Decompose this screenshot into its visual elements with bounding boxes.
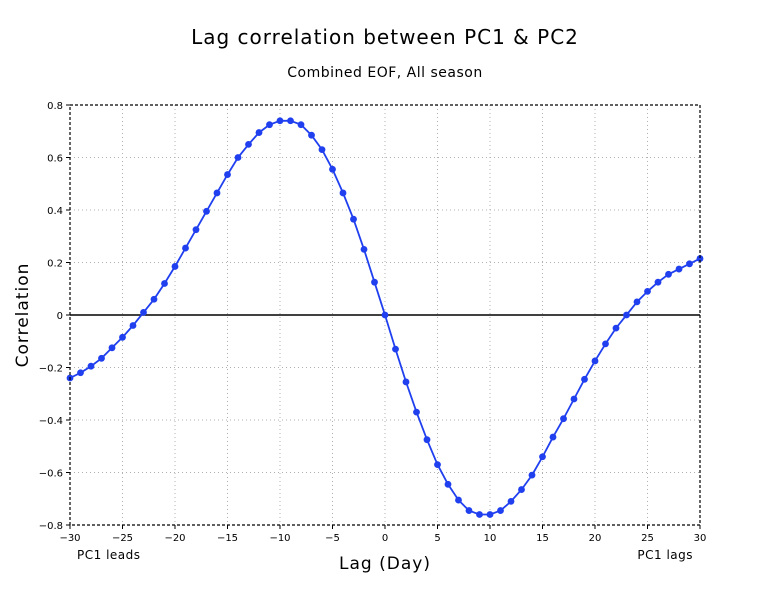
data-point [276,117,284,125]
data-point [87,362,95,370]
y-tick-label: 0 [57,311,63,322]
y-axis-ticks: −0.8 −0.6 −0.4 −0.2 0 0.2 0.4 0.6 0.8 [39,101,70,532]
data-point [297,121,305,129]
y-tick-label: −0.8 [39,521,63,532]
data-point [528,471,536,479]
x-axis-label: Lag (Day) [339,554,431,574]
data-point [255,129,263,136]
data-point [444,480,452,488]
data-point [591,357,599,365]
x-tick-label: 10 [484,533,497,544]
data-point [266,121,273,129]
data-point [665,270,672,278]
x-tick-label: 0 [382,533,388,544]
data-point [213,189,221,197]
data-point [633,298,641,306]
data-point [171,263,179,270]
x-tick-label: −10 [269,533,290,544]
y-tick-label: 0.8 [47,101,63,112]
x-axis-ticks: −30 −25 −20 −15 −10 −5 0 5 10 15 20 25 30 [59,525,706,544]
data-point [549,433,557,441]
data-point [108,344,116,352]
data-point [518,486,525,493]
data-point [140,308,147,316]
data-point [287,117,294,125]
x-tick-label: 5 [434,533,440,544]
x-tick-label: −20 [164,533,185,544]
data-point [413,408,420,416]
data-point [423,436,431,444]
data-point [602,340,609,348]
x-tick-label: −5 [325,533,340,544]
data-point [402,378,410,386]
data-point [318,146,326,154]
data-point [560,415,567,423]
data-point [581,375,588,383]
data-point [150,295,158,303]
x-tick-label: 30 [694,533,707,544]
data-point [119,333,126,341]
data-point [539,453,546,461]
data-point [224,171,231,178]
data-point [329,165,336,173]
data-point [129,322,137,329]
data-point [675,265,683,273]
pc1-leads-annotation: PC1 leads [77,548,141,562]
x-tick-label: −15 [217,533,238,544]
data-point [654,278,662,286]
data-point [486,511,494,518]
y-tick-label: 0.2 [47,259,63,270]
x-tick-label: −30 [59,533,80,544]
data-point [686,260,693,268]
series-group [66,117,704,518]
y-axis-label: Correlation [13,263,33,368]
y-tick-label: −0.2 [39,364,63,375]
data-point [392,345,399,353]
data-point [339,189,347,197]
data-point [192,226,200,234]
data-point [507,497,515,505]
pc1-lags-annotation: PC1 lags [637,548,693,562]
chart-title: Lag correlation between PC1 & PC2 [191,25,579,49]
data-point [455,496,462,504]
data-point [234,154,242,161]
data-point [203,207,210,215]
data-point [98,354,105,362]
data-point [308,131,315,139]
data-point [476,511,483,518]
data-point [644,287,651,295]
data-point [161,280,168,287]
data-point [623,311,630,319]
data-point [182,244,189,252]
data-point [465,507,473,514]
data-point [245,140,252,148]
x-tick-label: 20 [589,533,602,544]
data-point [350,215,357,223]
data-point [612,324,620,332]
data-point [570,395,578,403]
y-tick-label: −0.6 [39,469,63,480]
data-point [497,507,504,514]
data-point [381,311,389,319]
data-point [371,278,378,286]
y-tick-label: −0.4 [39,416,63,427]
chart-subtitle: Combined EOF, All season [287,65,482,81]
y-tick-label: 0.6 [47,154,63,165]
x-tick-label: 15 [536,533,549,544]
data-point [77,369,84,377]
data-point [360,245,368,253]
data-point [696,255,704,262]
x-tick-label: 25 [641,533,654,544]
y-tick-label: 0.4 [47,206,63,217]
data-point [434,461,441,469]
x-tick-label: −25 [112,533,133,544]
